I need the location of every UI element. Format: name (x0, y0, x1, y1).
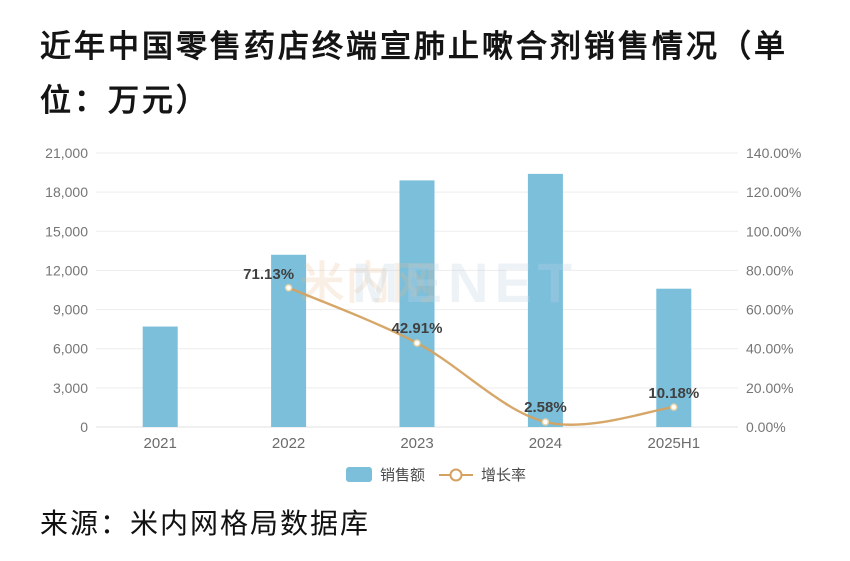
svg-text:3,000: 3,000 (53, 380, 88, 396)
left-axis-ticks: 21,000 18,000 15,000 12,000 9,000 6,000 3,000 0 (45, 145, 88, 435)
svg-text:12,000: 12,000 (45, 262, 88, 278)
growth-point-label: 2.58% (524, 399, 567, 416)
svg-text:MENET: MENET (352, 251, 578, 314)
legend-ring-icon (449, 468, 463, 481)
right-axis-ticks: 140.00% 120.00% 100.00% 80.00% 60.00% 40.00% 2… (746, 145, 801, 435)
growth-points: 71.13% 42.91% 2.58% 10.18% (243, 266, 699, 426)
sales-bar-2021 (142, 326, 178, 427)
svg-text:2024: 2024 (529, 435, 562, 452)
chart-title: 近年中国零售药店终端宣肺止嗽合剂销售情况（单位：万元） (40, 29, 788, 118)
growth-marker-icon (413, 339, 421, 347)
growth-marker-icon (670, 403, 678, 411)
growth-point-label: 10.18% (648, 385, 699, 402)
svg-text:米内网: 米内网 (300, 259, 438, 308)
svg-text:2022: 2022 (272, 435, 305, 452)
sales-swatch-icon (346, 467, 372, 482)
growth-point-label: 71.13% (243, 266, 294, 283)
svg-text:120.00%: 120.00% (746, 184, 801, 200)
legend-item-growth: 增长率 (439, 464, 526, 485)
svg-text:140.00%: 140.00% (746, 145, 801, 161)
growth-marker-icon (541, 418, 550, 426)
svg-text:21,000: 21,000 (45, 145, 88, 161)
sales-bar-2024 (527, 173, 563, 427)
svg-text:20.00%: 20.00% (746, 380, 793, 396)
growth-line-marker-icon (439, 467, 474, 483)
legend: 销售额 增长率 (346, 464, 526, 485)
x-axis-labels: 2021 2022 2023 2024 2025H1 (144, 435, 701, 452)
growth-point-label: 42.91% (392, 320, 443, 337)
svg-text:2025H1: 2025H1 (648, 435, 701, 452)
svg-text:60.00%: 60.00% (746, 302, 793, 318)
svg-text:0.00%: 0.00% (746, 419, 786, 435)
svg-text:18,000: 18,000 (45, 184, 88, 200)
svg-text:6,000: 6,000 (53, 341, 88, 357)
svg-text:2021: 2021 (144, 435, 177, 452)
sales-bar-2022 (271, 254, 307, 427)
svg-text:80.00%: 80.00% (746, 262, 793, 278)
svg-text:9,000: 9,000 (53, 302, 88, 318)
growth-line (287, 286, 675, 426)
svg-text:100.00%: 100.00% (746, 223, 801, 239)
growth-marker-icon (284, 284, 293, 292)
svg-text:40.00%: 40.00% (746, 341, 793, 357)
chart-svg: 21,000 18,000 15,000 12,000 9,000 6,000 3,000 0… (45, 145, 801, 452)
sales-bar-2023 (399, 180, 435, 427)
legend-label-sales: 销售额 (380, 467, 426, 484)
svg-text:15,000: 15,000 (45, 223, 88, 239)
legend-item-sales: 销售额 (346, 464, 425, 485)
svg-text:0: 0 (80, 419, 88, 435)
legend-label-growth: 增长率 (481, 467, 527, 484)
source-note: 来源：米内网格局数据库 (40, 508, 371, 539)
svg-text:2023: 2023 (400, 435, 433, 452)
